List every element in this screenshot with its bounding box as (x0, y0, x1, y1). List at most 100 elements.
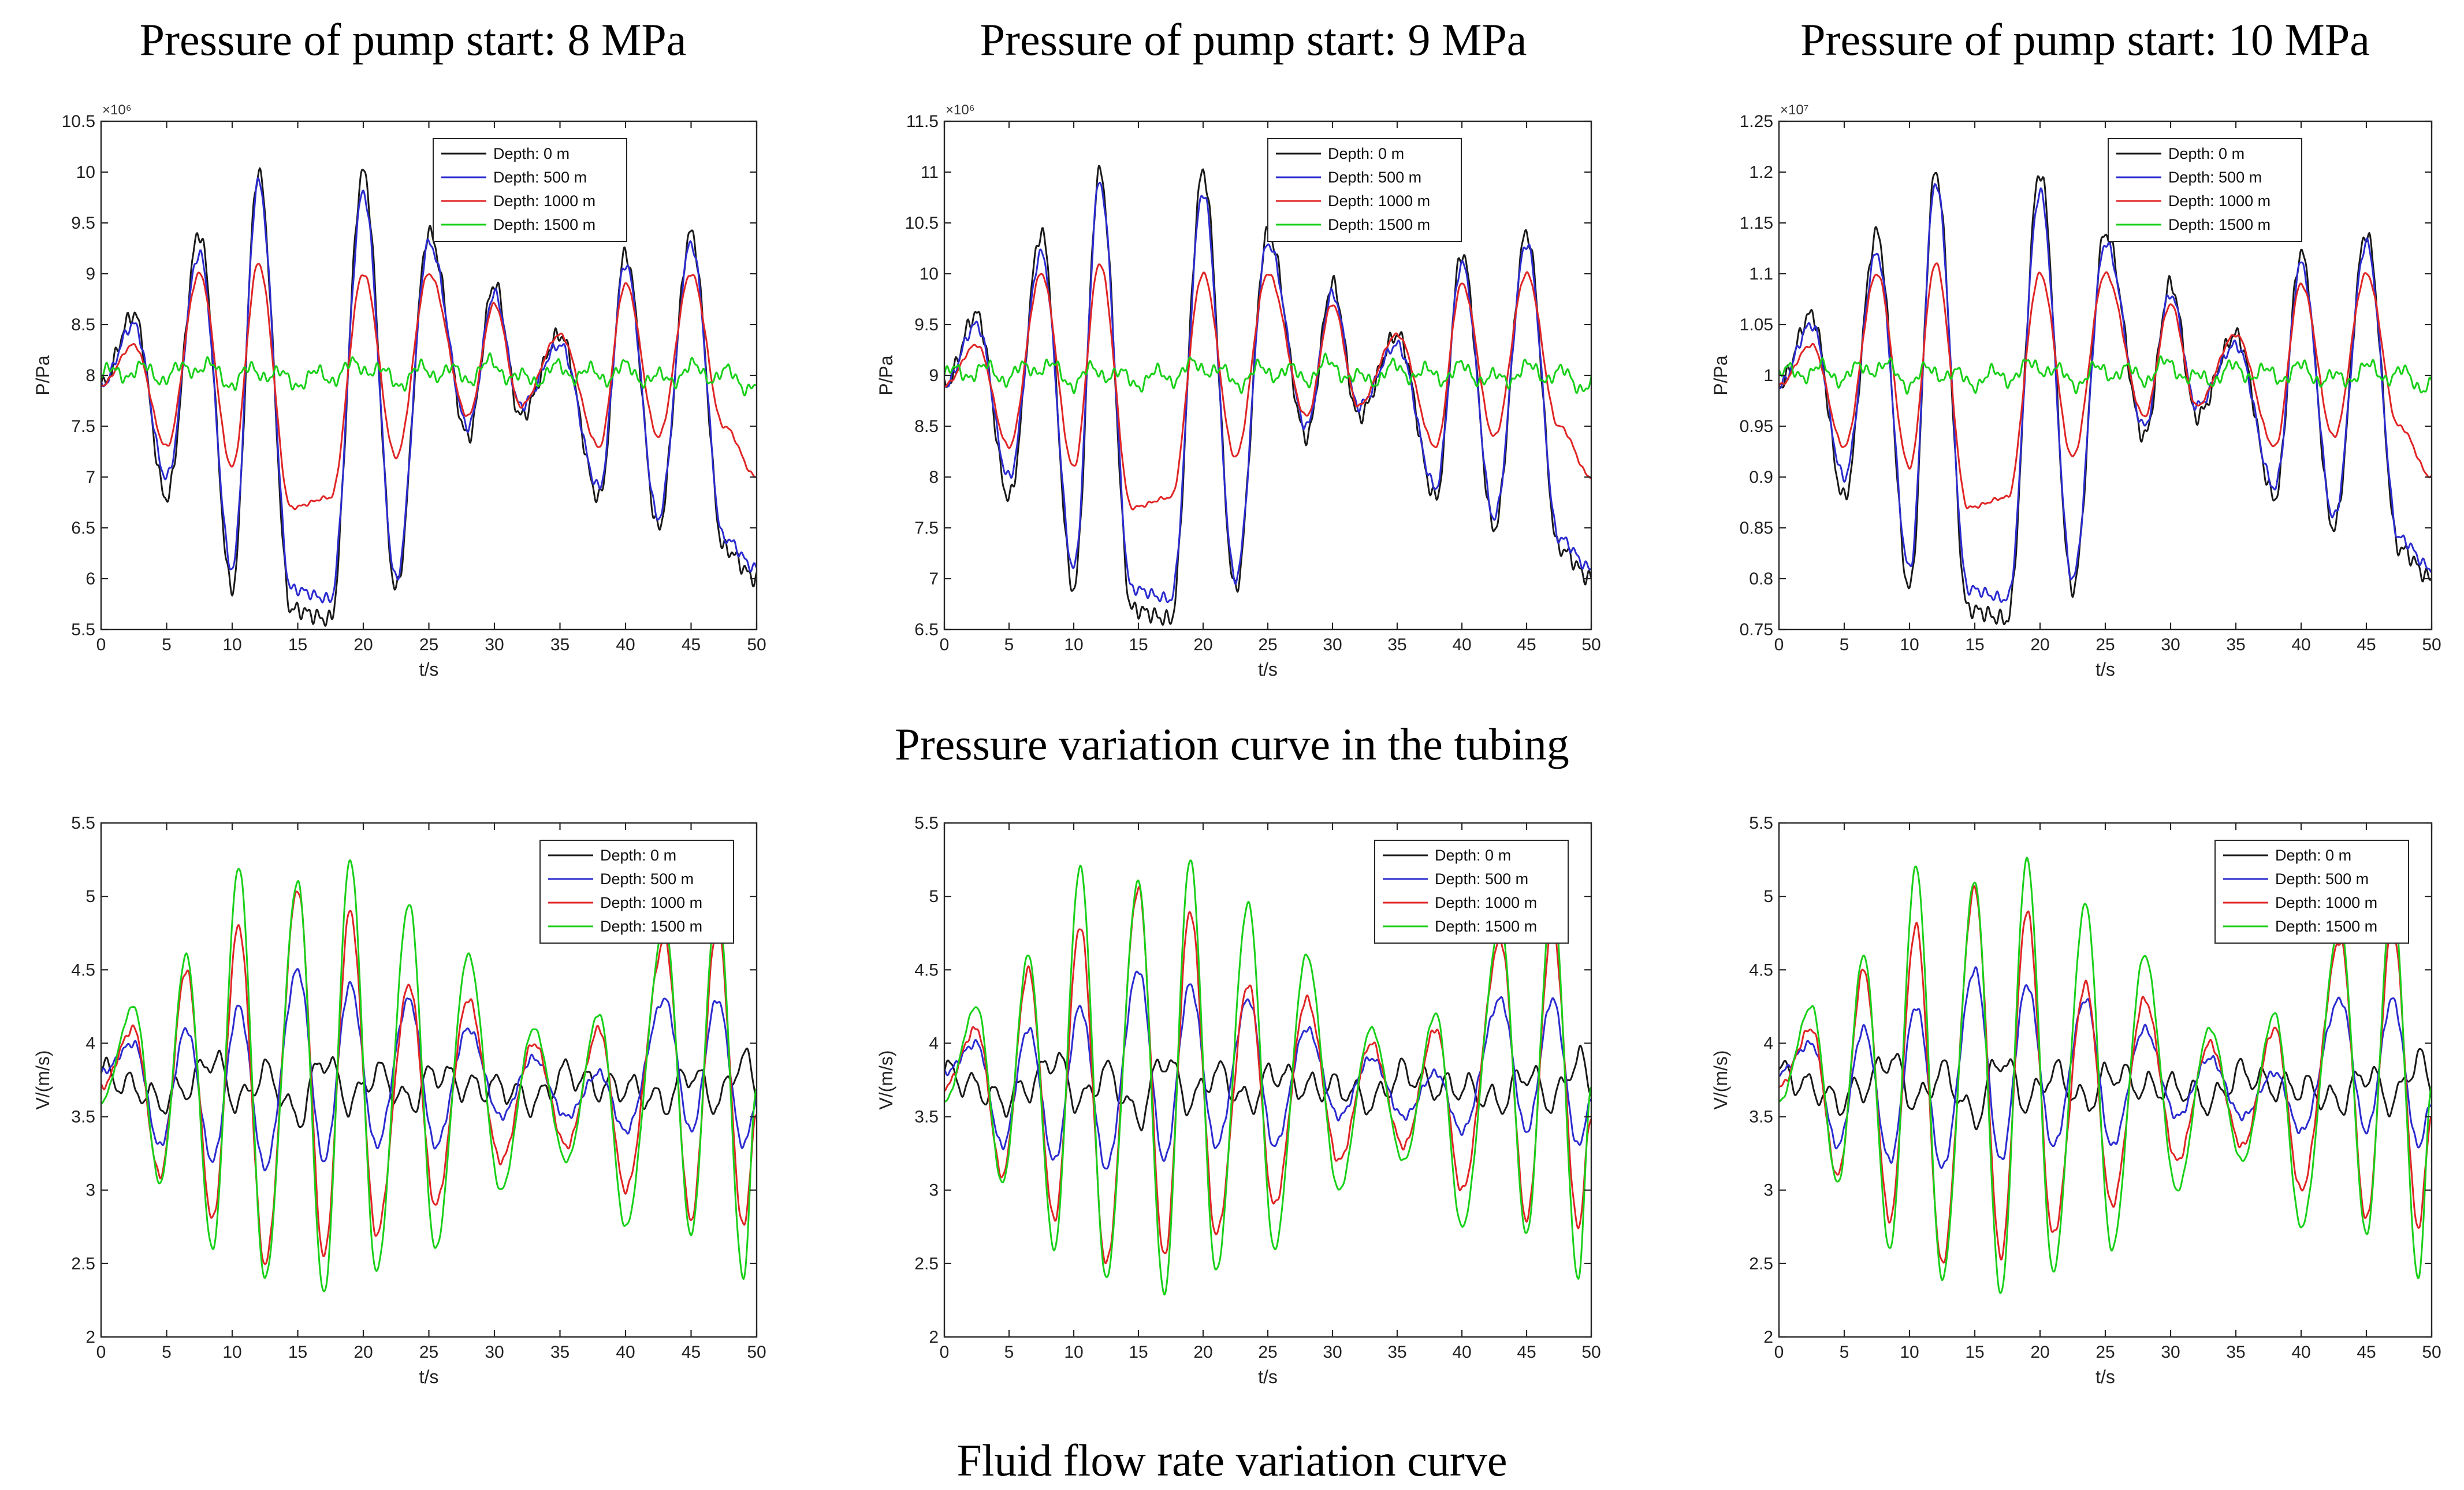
x-tick-label: 25 (1258, 1343, 1277, 1362)
x-tick-label: 15 (288, 635, 307, 654)
legend-label: Depth: 1500 m (1435, 918, 1537, 935)
y-tick-label: 6 (85, 569, 95, 588)
x-tick-label: 10 (222, 635, 241, 654)
x-tick-label: 0 (96, 1343, 106, 1362)
x-tick-label: 15 (1965, 1343, 1984, 1362)
x-tick-label: 5 (1840, 1343, 1849, 1362)
x-axis-label: t/s (419, 659, 439, 680)
y-tick-label: 0.85 (1740, 519, 1773, 538)
y-tick-label: 3.5 (914, 1108, 939, 1127)
x-tick-label: 15 (1129, 1343, 1148, 1362)
y-axis-label: V/(m/s) (32, 1050, 53, 1109)
chart-panel-flow-10mpa: 0 5 10 15 20 25 30 35 40 45 50 2 2.5 3 3.5 4 4.5 5 5.5 t/s V… (1710, 814, 2441, 1387)
y-tick-label: 4.5 (914, 960, 939, 979)
series-lines (1779, 856, 2432, 1294)
y-tick-label: 1 (1763, 366, 1773, 385)
x-tick-label: 40 (1452, 1343, 1471, 1362)
series-line-0m (1779, 1048, 2432, 1131)
x-tick-label: 35 (550, 635, 570, 654)
x-tick-label: 0 (1774, 1343, 1784, 1362)
x-tick-label: 50 (2422, 635, 2441, 654)
x-tick-label: 5 (162, 1343, 172, 1362)
x-tick-label: 20 (353, 1343, 373, 1362)
y-tick-label: 5.5 (71, 620, 95, 639)
x-tick-label: 5 (1840, 635, 1849, 654)
x-tick-label: 20 (353, 635, 373, 654)
chart-panel-flow-9mpa: 0 5 10 15 20 25 30 35 40 45 50 2 2.5 3 3.5 4 4.5 5 5.5 t/s V… (876, 814, 1601, 1387)
x-tick-label: 10 (1900, 1343, 1919, 1362)
column-title-8mpa: Pressure of pump start: 8 MPa (140, 14, 687, 65)
y-tick-label: 1.15 (1740, 214, 1773, 233)
y-tick-label: 1.25 (1740, 112, 1773, 131)
x-tick-label: 45 (1517, 1343, 1536, 1362)
y-tick-label: 10.5 (905, 214, 939, 233)
x-tick-label: 0 (96, 635, 106, 654)
y-tick-label: 4 (1763, 1034, 1773, 1053)
series-line-0m (1779, 172, 2432, 625)
x-tick-label: 30 (2161, 1343, 2180, 1362)
y-exponent-label: ×10⁶ (102, 102, 132, 118)
y-tick-label: 8.5 (914, 417, 939, 436)
y-tick-label: 2 (929, 1328, 939, 1347)
legend-label: Depth: 500 m (1435, 870, 1528, 888)
legend-label: Depth: 1000 m (493, 192, 595, 210)
series-lines (1779, 172, 2432, 625)
y-tick-label: 2 (85, 1328, 95, 1347)
legend-label: Depth: 500 m (2275, 870, 2369, 888)
y-tick-label: 5 (1763, 887, 1773, 906)
series-line-0m (101, 1047, 757, 1128)
x-tick-label: 0 (940, 1343, 950, 1362)
y-axis-label: P/Pa (32, 355, 53, 396)
x-tick-label: 40 (2291, 635, 2310, 654)
x-tick-label: 25 (419, 635, 438, 654)
legend-label: Depth: 1000 m (1435, 894, 1537, 911)
y-tick-label: 3 (1763, 1181, 1773, 1200)
y-tick-label: 6.5 (71, 519, 95, 538)
series-line-1500m (101, 352, 757, 397)
x-tick-label: 50 (747, 635, 766, 654)
x-tick-label: 5 (1004, 1343, 1014, 1362)
series-line-1000m (101, 263, 757, 511)
y-tick-label: 5.5 (71, 814, 95, 833)
y-tick-label: 3.5 (71, 1108, 95, 1127)
legend-label: Depth: 500 m (493, 169, 587, 186)
legend-label: Depth: 0 m (493, 145, 570, 162)
x-axis-label: t/s (2095, 1366, 2115, 1387)
x-tick-label: 25 (1258, 635, 1277, 654)
y-tick-label: 5 (929, 887, 939, 906)
y-tick-label: 7.5 (71, 417, 95, 436)
y-exponent-label: ×10⁶ (946, 102, 975, 118)
x-tick-label: 30 (1323, 635, 1342, 654)
x-tick-label: 25 (419, 1343, 438, 1362)
y-tick-label: 2 (1763, 1328, 1773, 1347)
y-tick-label: 7.5 (914, 519, 939, 538)
series-line-1000m (1779, 262, 2432, 509)
y-tick-label: 10 (76, 163, 95, 182)
x-tick-label: 40 (2291, 1343, 2310, 1362)
series-line-1000m (1779, 885, 2432, 1264)
legend: Depth: 0 m Depth: 500 m Depth: 1000 m Depth… (2214, 840, 2409, 944)
series-line-500m (1779, 183, 2432, 603)
y-tick-label: 3 (85, 1181, 95, 1200)
legend-label: Depth: 1000 m (2168, 192, 2271, 210)
x-tick-label: 10 (1900, 635, 1919, 654)
x-axis-label: t/s (419, 1366, 439, 1387)
x-tick-label: 25 (2095, 635, 2115, 654)
x-tick-label: 50 (2422, 1343, 2441, 1362)
series-lines (944, 859, 1591, 1296)
series-line-1500m (944, 859, 1591, 1296)
y-tick-label: 9 (85, 265, 95, 284)
legend-label: Depth: 0 m (2275, 847, 2351, 864)
y-tick-label: 11.5 (906, 112, 939, 131)
legend-label: Depth: 1000 m (600, 894, 702, 911)
x-tick-label: 45 (2357, 635, 2376, 654)
x-tick-label: 45 (682, 1343, 701, 1362)
x-axis-label: t/s (1258, 659, 1278, 680)
x-tick-label: 25 (2095, 1343, 2115, 1362)
y-tick-label: 0.8 (1749, 569, 1773, 588)
y-tick-label: 0.75 (1740, 620, 1773, 639)
row-title-flow-rate: Fluid flow rate variation curve (956, 1435, 1507, 1485)
series-line-1000m (944, 263, 1591, 511)
x-tick-label: 15 (288, 1343, 307, 1362)
y-tick-label: 10 (920, 265, 939, 284)
